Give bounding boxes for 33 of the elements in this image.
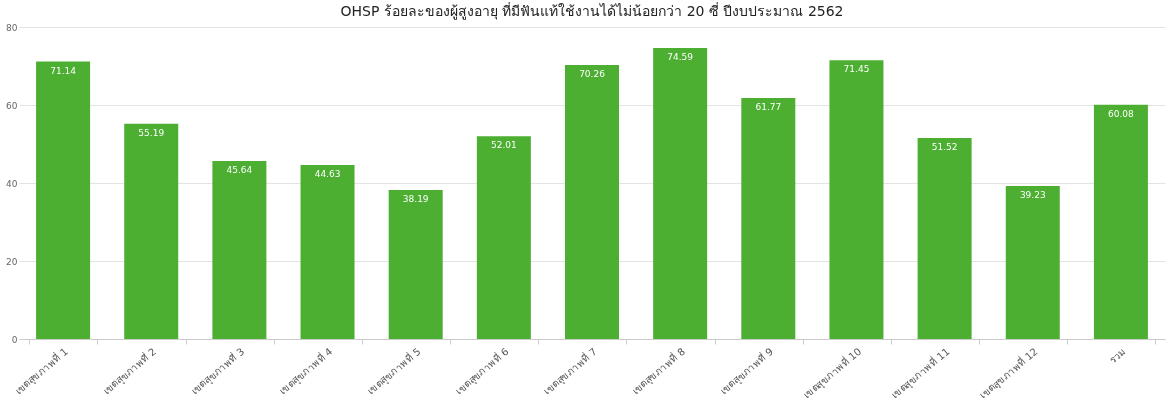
bar xyxy=(300,164,355,339)
y-tick-label: 80 xyxy=(6,22,18,33)
bar xyxy=(476,136,531,339)
data-label: 38.19 xyxy=(402,194,429,205)
data-label: 51.52 xyxy=(931,142,958,153)
data-label: 52.01 xyxy=(490,140,517,151)
x-tick-label: รวม xyxy=(1106,345,1128,366)
data-label: 45.64 xyxy=(226,165,253,175)
data-label: 71.14 xyxy=(50,65,77,76)
data-label: 60.08 xyxy=(1108,108,1135,119)
data-label: 55.19 xyxy=(138,127,165,138)
bar xyxy=(741,98,796,339)
data-label: 71.45 xyxy=(843,64,870,75)
bar xyxy=(124,123,179,339)
y-tick-label: 0 xyxy=(11,334,18,345)
data-label: 39.23 xyxy=(1019,190,1046,200)
data-label: 74.59 xyxy=(667,52,694,63)
bar xyxy=(1093,104,1148,339)
data-label: 70.26 xyxy=(579,68,606,79)
bar xyxy=(36,61,91,339)
bar xyxy=(917,138,972,339)
bar xyxy=(565,64,619,339)
y-tick-label: 60 xyxy=(6,100,18,111)
bar xyxy=(388,190,443,339)
bar xyxy=(1005,186,1060,339)
data-label: 61.77 xyxy=(755,102,782,113)
y-tick-label: 20 xyxy=(6,256,18,267)
bar xyxy=(653,48,708,339)
y-tick-label: 40 xyxy=(6,178,18,189)
chart-title: OHSP ร้อยละของผู้สูงอายุ ที่มีฟันแท้ใช้งานได้ไม่น้อยกว่า 20 ซี่ ปีงบประมาณ 2562 xyxy=(340,2,844,20)
bar xyxy=(212,161,267,339)
bar xyxy=(829,60,884,339)
data-label: 44.63 xyxy=(314,168,341,179)
